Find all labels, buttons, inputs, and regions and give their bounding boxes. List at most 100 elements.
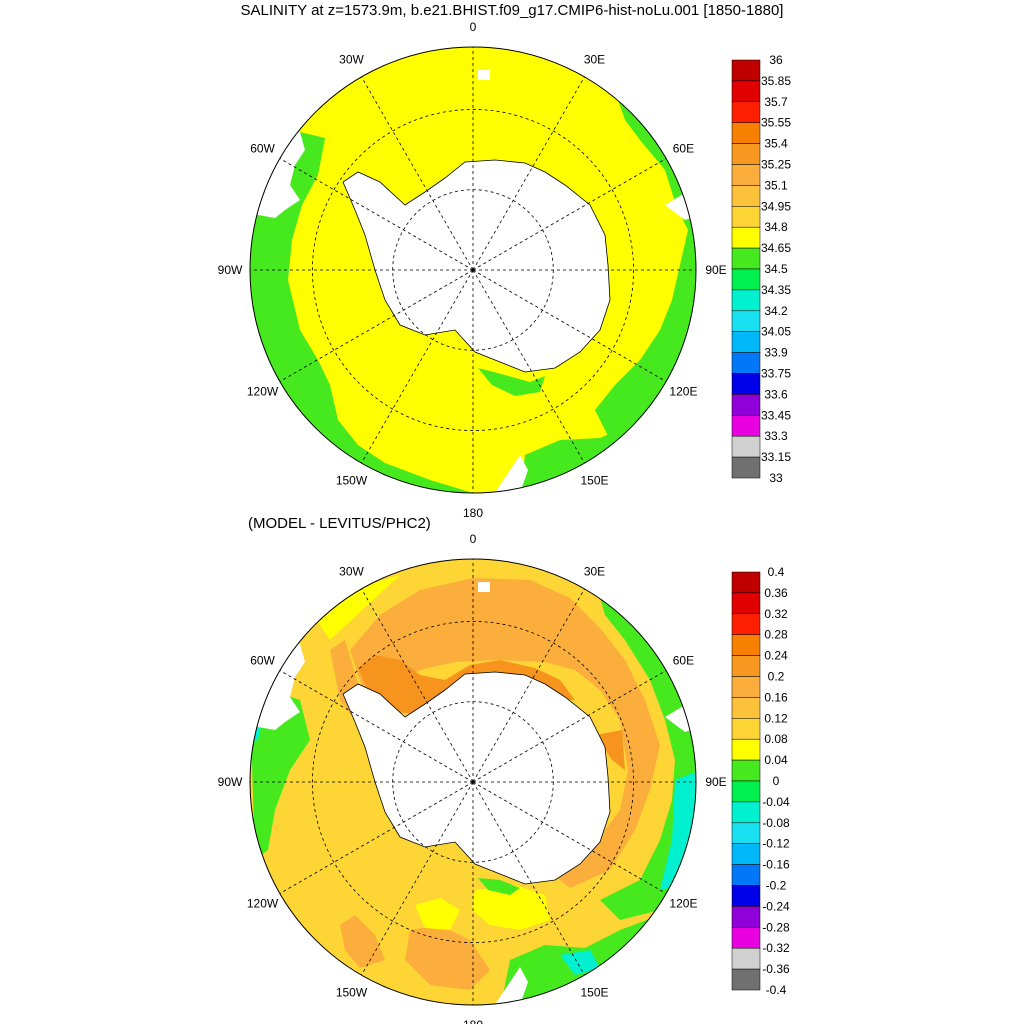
longitude-label: 180 [463, 506, 483, 520]
difference-subtitle: (MODEL - LEVITUS/PHC2) [248, 515, 431, 532]
meridian-line [361, 269, 474, 464]
colorbar-swatch [731, 80, 761, 103]
salinity-coastal-patch [478, 368, 545, 396]
colorbar-label: 35.85 [761, 74, 791, 88]
colorbar-label: 33.6 [764, 387, 788, 401]
colorbar-label: 0.2 [768, 670, 785, 684]
colorbar-swatch [731, 435, 761, 458]
longitude-label: 0 [470, 20, 477, 34]
colorbar-label: 34.5 [764, 262, 788, 276]
longitude-label: 90E [705, 775, 726, 789]
colorbar-swatch [731, 456, 761, 479]
colorbar-label: -0.2 [766, 879, 787, 893]
colorbar-swatch [731, 206, 761, 228]
longitude-label: 60W [250, 654, 275, 668]
difference-yellow-north [310, 575, 400, 640]
longitude-label: 60E [673, 142, 694, 156]
colorbar-swatch [731, 122, 761, 144]
meridian-line [472, 588, 585, 783]
difference-southwest-patch [340, 915, 385, 968]
small-island-2 [478, 582, 490, 592]
colorbar-swatch [731, 394, 761, 416]
colorbar-label: 34.8 [764, 220, 788, 234]
colorbar-label: 0.28 [764, 628, 788, 642]
colorbar-label: 0.12 [764, 711, 788, 725]
colorbar-swatch [731, 718, 761, 740]
meridian-line [472, 781, 585, 976]
meridian-line [472, 781, 667, 894]
colorbar-swatch [731, 780, 761, 803]
difference-colorbar: 0.4 0.36 0.32 0.28 0.24 0.2 0.16 0.12 0.08 0.04 0 -… [731, 565, 790, 997]
colorbar-label: 0.36 [764, 586, 788, 600]
colorbar-swatch [731, 571, 761, 594]
meridian-line [279, 269, 474, 382]
colorbar-label: 0 [773, 774, 780, 788]
longitude-label: 30E [584, 565, 605, 579]
salinity-colorbar: 36 35.85 35.7 35.55 35.4 35.25 35.1 34.95 34.8 34… [731, 53, 791, 485]
difference-east-peak [596, 730, 625, 770]
salinity-east-band [595, 100, 696, 440]
colorbar-swatch [731, 697, 761, 719]
colorbar-label: 33.15 [761, 450, 791, 464]
longitude-label: 30W [339, 565, 364, 579]
colorbar-swatch [731, 164, 761, 186]
colorbar-label: -0.04 [762, 795, 790, 809]
colorbar-swatch [731, 822, 761, 844]
difference-west-green [250, 690, 310, 860]
colorbar-label: 33 [769, 471, 783, 485]
colorbar-label: 33.75 [761, 367, 791, 381]
colorbar-swatch [731, 415, 761, 437]
longitude-label: 90W [218, 263, 243, 277]
colorbar-label: -0.08 [762, 816, 790, 830]
meridian-line [472, 269, 667, 382]
colorbar-swatch [731, 268, 761, 291]
salinity-graticule [250, 47, 696, 493]
colorbar-swatch [731, 226, 761, 249]
meridian-line [361, 76, 474, 271]
colorbar-label: -0.28 [762, 920, 790, 934]
colorbar-label: 34.2 [764, 304, 788, 318]
longitude-label: 90W [218, 775, 243, 789]
difference-high-ring [350, 578, 660, 888]
colorbar-swatch [731, 310, 761, 332]
difference-yellow-pool-2 [415, 898, 460, 930]
colorbar-swatch [731, 801, 761, 824]
meridian-line [279, 781, 474, 894]
longitude-label: 60W [250, 142, 275, 156]
meridian-line [472, 76, 585, 271]
colorbar-label: 34.35 [761, 283, 791, 297]
colorbar-label: -0.32 [762, 941, 790, 955]
colorbar-label: 34.65 [761, 241, 791, 255]
colorbar-swatch [731, 864, 761, 886]
colorbar-label: -0.36 [762, 962, 790, 976]
colorbar-swatch [731, 289, 761, 312]
colorbar-label: 36 [769, 53, 783, 67]
meridian-line [472, 670, 667, 783]
colorbar-swatch [731, 885, 761, 907]
longitude-label: 30W [339, 53, 364, 67]
difference-south-cyan [560, 950, 600, 975]
colorbar-label: 0.4 [768, 565, 785, 579]
longitude-label: 120E [669, 897, 697, 911]
difference-graticule [250, 559, 696, 1005]
meridian-line [361, 588, 474, 783]
colorbar-label: 34.95 [761, 199, 791, 213]
longitude-label: 150W [336, 473, 368, 487]
colorbar-label: 35.1 [764, 178, 788, 192]
colorbar-swatch [731, 634, 761, 656]
colorbar-swatch [731, 655, 761, 677]
small-island [478, 70, 490, 80]
colorbar-swatch [731, 101, 761, 123]
colorbar-label: 33.3 [764, 429, 788, 443]
salinity-longitude-labels: 0 30E 60E 90E 120E 150E 180 150W 120W 90W 60W 30W [218, 20, 727, 520]
colorbar-label: 0.04 [764, 753, 788, 767]
meridian-line [279, 158, 474, 271]
colorbar-swatch [731, 947, 761, 970]
colorbar-label: 0.16 [764, 690, 788, 704]
longitude-label: 150E [580, 473, 608, 487]
difference-longitude-labels: 0 30E 60E 90E 120E 150E 180 150W 120W 90W 60W 30W [218, 532, 727, 1024]
colorbar-swatch [731, 843, 761, 865]
colorbar-swatch [731, 738, 761, 761]
colorbar-label: -0.4 [766, 983, 787, 997]
meridian-line [472, 158, 667, 271]
